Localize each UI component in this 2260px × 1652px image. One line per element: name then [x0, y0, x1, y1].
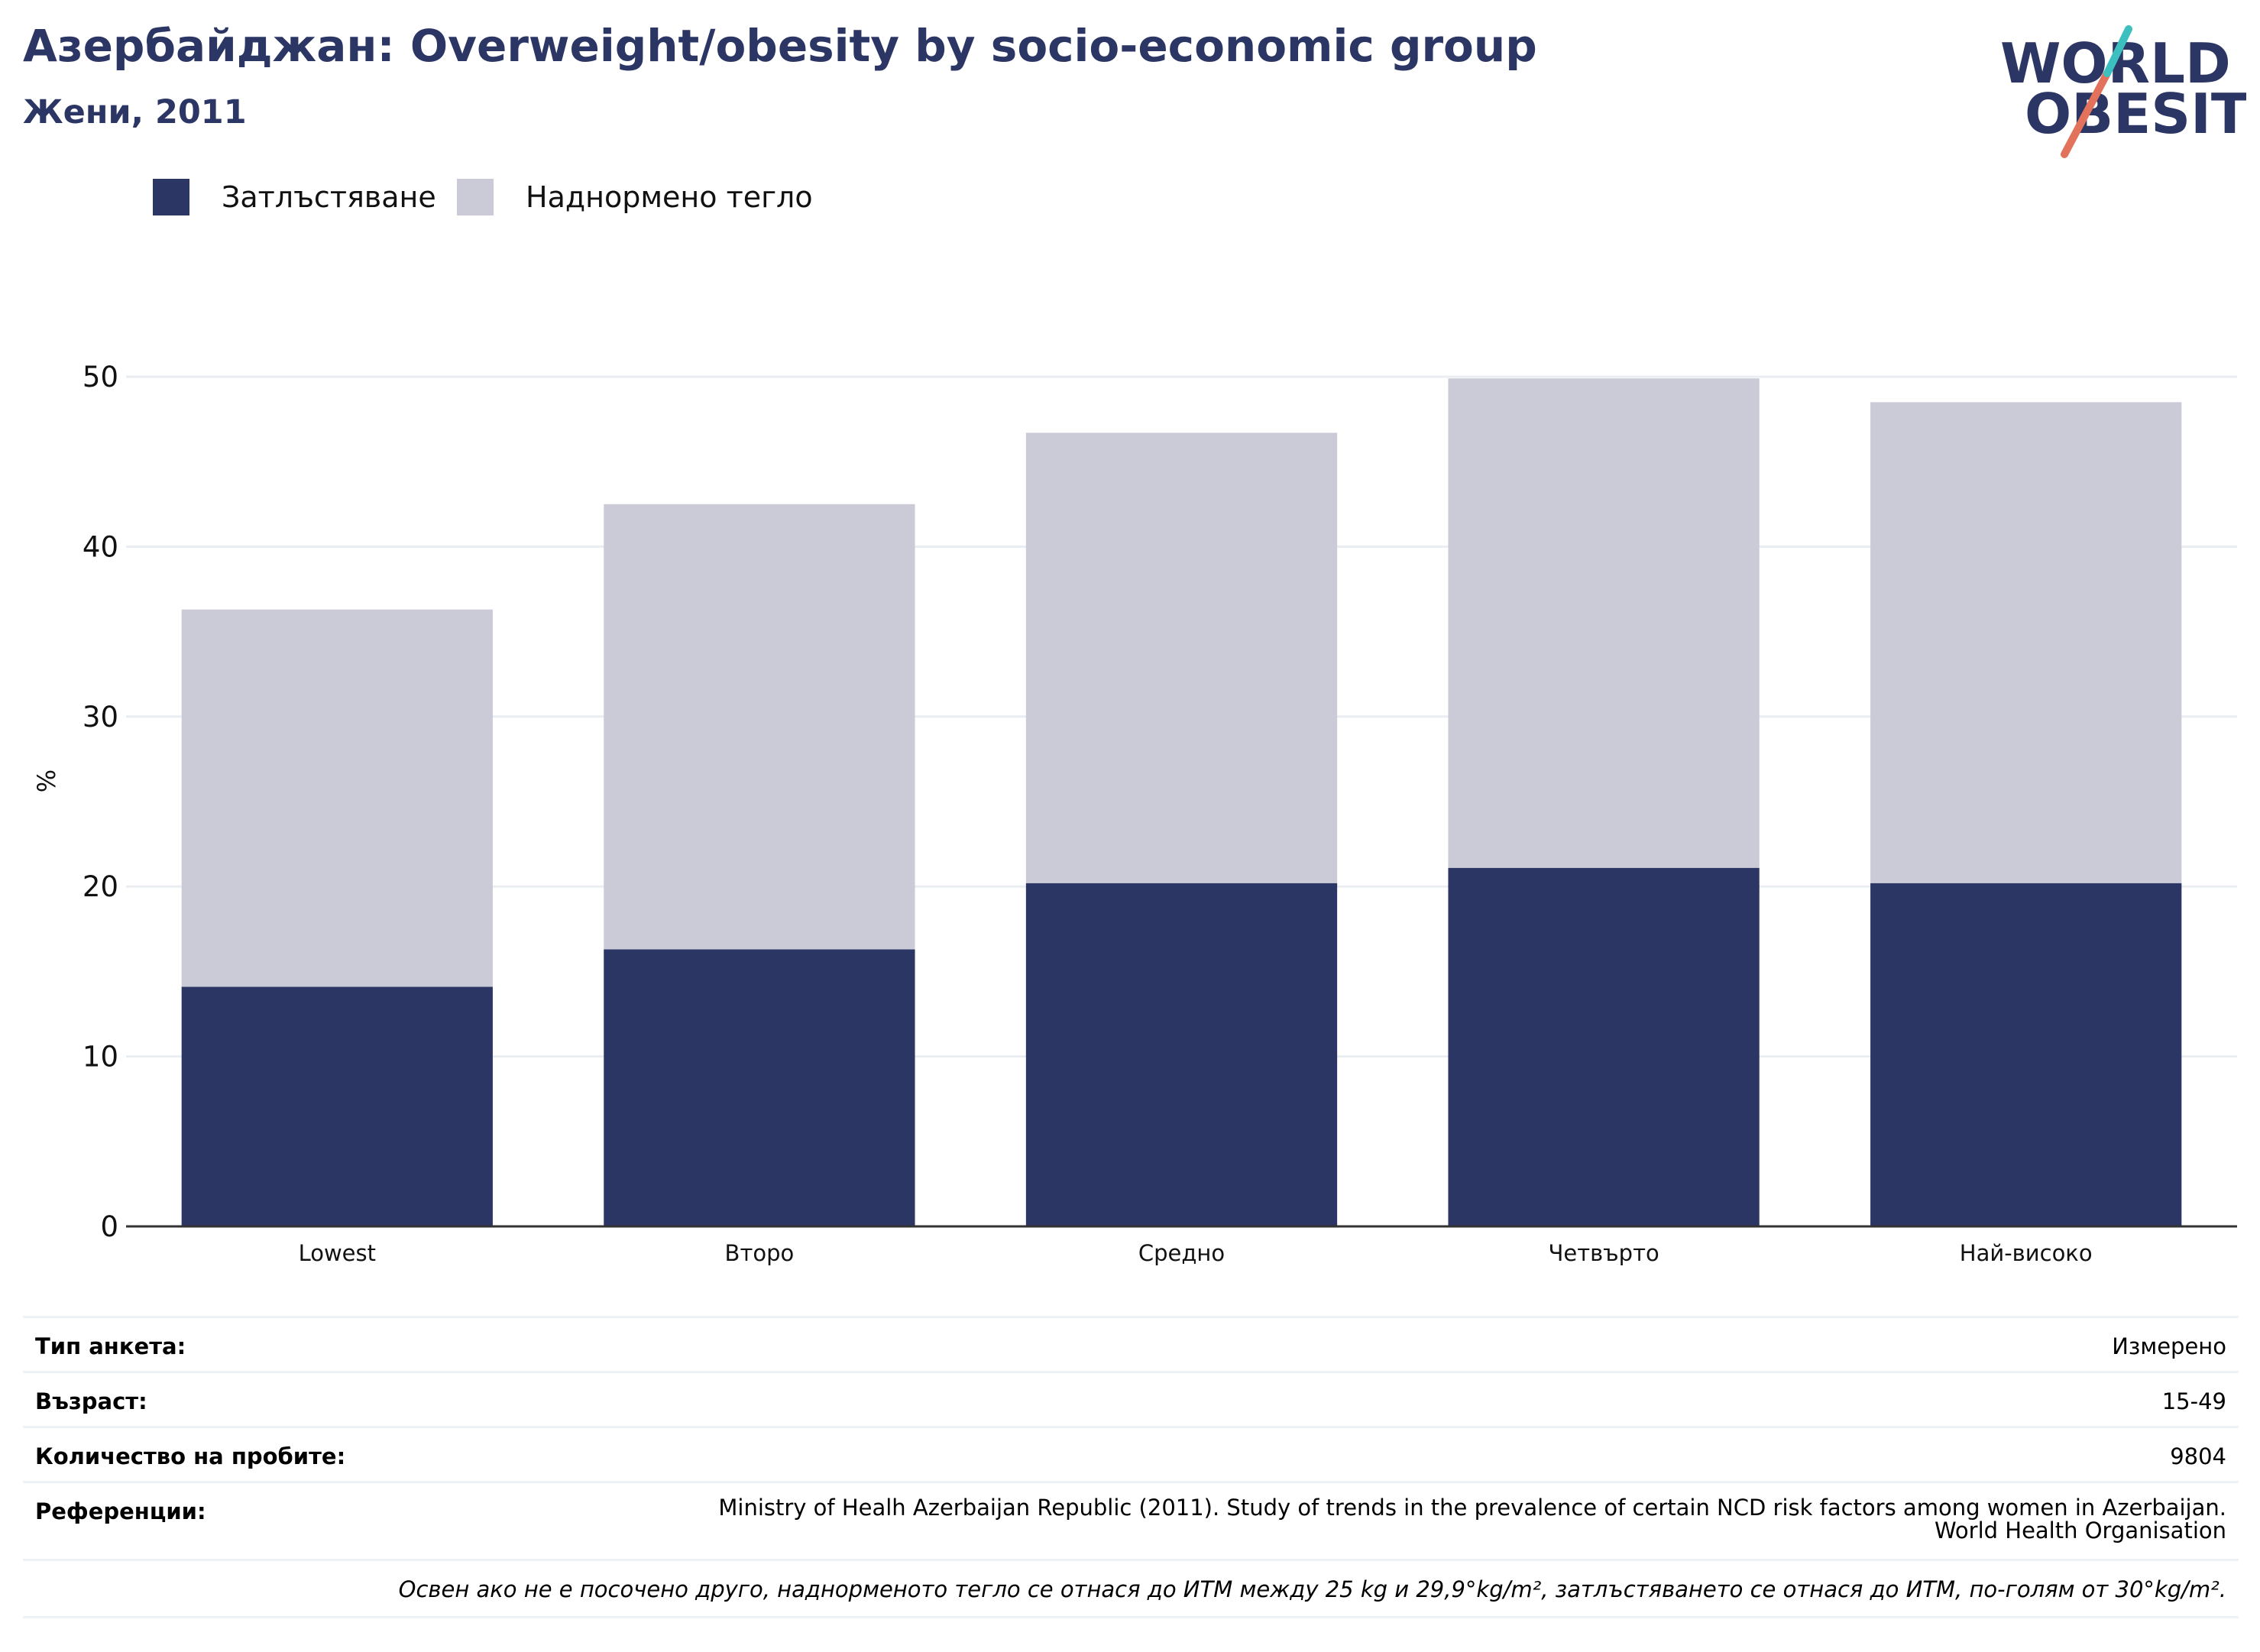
y-tick-label: 40	[83, 530, 118, 563]
bar-obesity	[181, 986, 493, 1226]
x-tick-label: Lowest	[299, 1240, 376, 1266]
info-value-survey-type: Измерено	[2112, 1333, 2226, 1359]
x-tick-label: Най-високо	[1960, 1240, 2093, 1266]
chart-title: Азербайджан: Overweight/obesity by socio…	[23, 20, 1537, 72]
info-row-sample-size: Количество на пробите: 9804	[23, 1426, 2239, 1482]
definition-note: Освен ако не е посочено друго, наднормен…	[398, 1576, 2226, 1602]
info-row-survey-type: Тип анкета: Измерено	[23, 1316, 2239, 1372]
bar-overweight	[181, 609, 493, 987]
y-tick-label: 50	[83, 361, 118, 394]
info-value-references-line1: Ministry of Healh Azerbaijan Republic (2…	[718, 1495, 2226, 1521]
legend-swatch-obesity	[153, 179, 189, 215]
legend-label-obesity: Затлъстяване	[222, 180, 436, 214]
info-row-note: Освен ако не е посочено друго, наднормен…	[23, 1559, 2239, 1618]
legend-swatch-overweight	[457, 179, 494, 215]
chart-subtitle: Жени, 2011	[23, 93, 247, 131]
y-tick-label: 0	[100, 1210, 118, 1243]
bar-overweight	[1025, 432, 1338, 883]
info-label-age: Възраст:	[35, 1388, 147, 1414]
legend-label-overweight: Наднормено тегло	[526, 180, 813, 214]
y-axis-label: %	[32, 769, 61, 792]
bar-obesity	[604, 949, 915, 1226]
x-tick-label: Второ	[725, 1240, 795, 1266]
x-tick-label: Четвърто	[1548, 1240, 1659, 1266]
legend-item-overweight[interactable]: Наднормено тегло	[457, 174, 813, 220]
y-tick-label: 10	[83, 1041, 118, 1074]
info-value-sample-size: 9804	[2170, 1443, 2226, 1469]
x-tick-label: Средно	[1138, 1240, 1225, 1266]
y-tick-label: 20	[83, 870, 118, 903]
bar-overweight	[604, 504, 915, 950]
legend-item-obesity[interactable]: Затлъстяване	[153, 174, 436, 220]
info-label-survey-type: Тип анкета:	[35, 1333, 186, 1359]
bar-overweight	[1870, 402, 2182, 883]
bar-obesity	[1870, 883, 2182, 1226]
info-value-age: 15-49	[2161, 1388, 2226, 1414]
svg-text:OBESITY: OBESITY	[2025, 82, 2246, 146]
bar-obesity	[1448, 867, 1760, 1226]
info-label-sample-size: Количество на пробите:	[35, 1443, 346, 1469]
bar-chart: 0 10 20 30 40 50% Lowest Второ Средно Четвърто Най…	[32, 361, 2237, 1266]
y-tick-label: 30	[83, 701, 118, 734]
world-obesity-logo: WORLD OBESITY	[2000, 25, 2246, 158]
info-row-references: Референции: Ministry of Healh Azerbaijan…	[23, 1481, 2239, 1560]
bar-overweight	[1448, 378, 1760, 868]
info-value-references-line2: World Health Organisation	[1934, 1518, 2226, 1543]
info-row-age: Възраст: 15-49	[23, 1371, 2239, 1427]
info-label-references: Референции:	[35, 1498, 206, 1524]
bar-obesity	[1025, 883, 1338, 1226]
